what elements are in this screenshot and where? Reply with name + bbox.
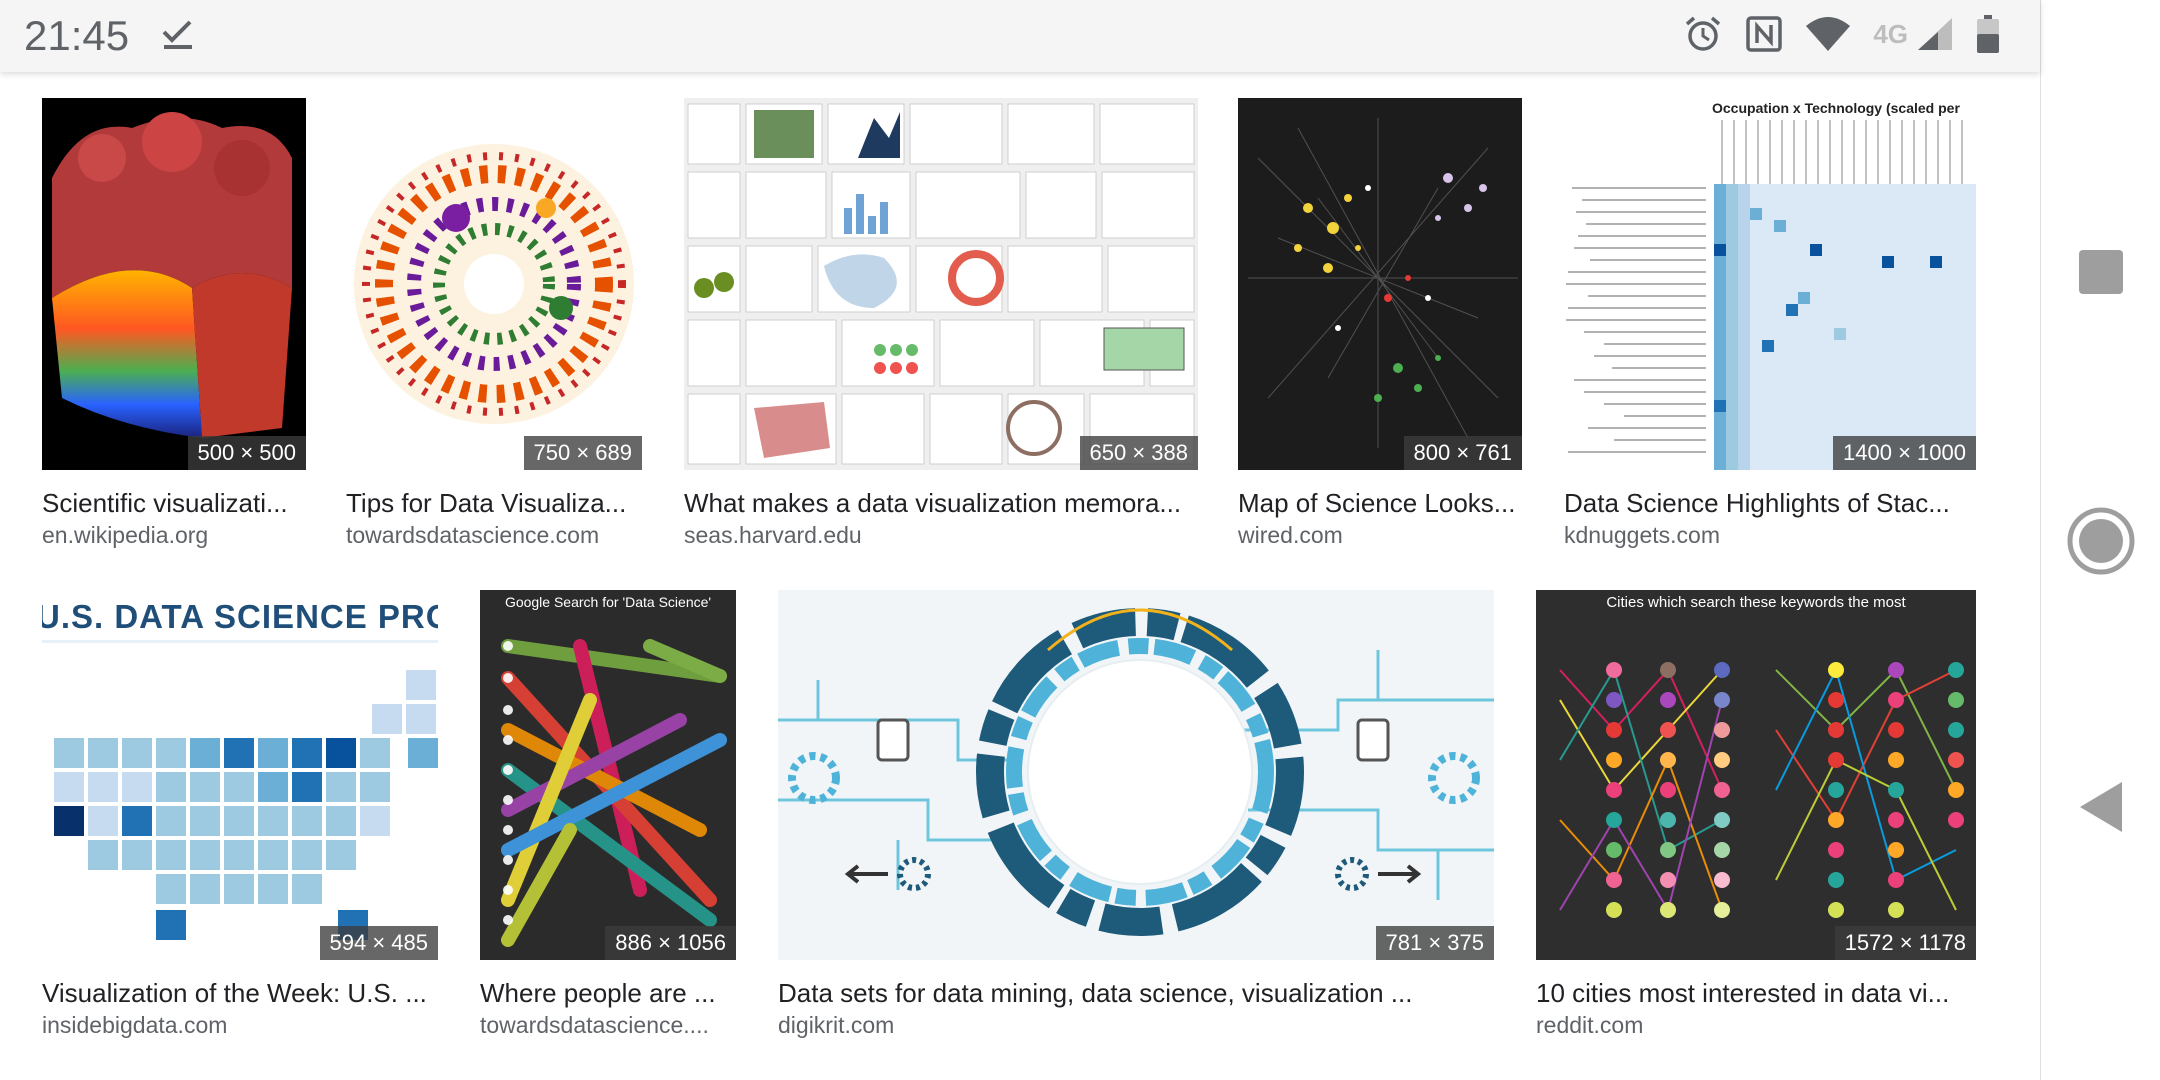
result-title[interactable]: Where people are ...: [480, 978, 716, 1008]
image-dimensions: 1572 × 1178: [1834, 926, 1976, 960]
result-thumbnail[interactable]: 750 × 689: [346, 98, 642, 470]
image-dimensions: 800 × 761: [1403, 436, 1522, 470]
result-thumbnail[interactable]: Occupation x Technology (scaled per: [1564, 98, 1976, 470]
result-thumbnail[interactable]: 500 × 500: [42, 98, 306, 470]
thumbnail-caption: Occupation x Technology (scaled per: [1712, 100, 1960, 116]
image-dimensions: 594 × 485: [319, 926, 438, 960]
wifi-icon: [1805, 16, 1851, 52]
navigation-bar: [2040, 0, 2160, 1080]
result-title[interactable]: Map of Science Looks...: [1238, 488, 1516, 518]
thumbnail-caption: Cities which search these keywords the m…: [1606, 594, 1906, 611]
thumbnail-caption: U.S. DATA SCIENCE PROGRAM: [42, 598, 438, 635]
network-type: 4G: [1873, 18, 1908, 49]
result-thumbnail[interactable]: 800 × 761: [1238, 98, 1522, 470]
check-icon: [160, 16, 194, 55]
thumbnail-image: [1566, 120, 1976, 470]
image-dimensions: 886 × 1056: [605, 926, 736, 960]
thumbnail-image: [778, 590, 1494, 960]
thumbnail-image: [501, 639, 727, 947]
result-title[interactable]: Visualization of the Week: U.S. ...: [42, 978, 427, 1008]
circle-icon: [2067, 507, 2135, 575]
result-source[interactable]: towardsdatascience.com: [346, 522, 600, 548]
thumbnail-image: [1238, 98, 1522, 470]
status-bar: 21:45 4G: [0, 0, 2040, 72]
nfc-icon: [1745, 15, 1783, 53]
result-title[interactable]: Tips for Data Visualiza...: [346, 488, 627, 518]
result-thumbnail[interactable]: Google Search for 'Data Science': [480, 590, 736, 960]
result-thumbnail[interactable]: Cities which search these keywords the m…: [1536, 590, 1976, 960]
thumbnail-image: [684, 98, 1198, 470]
thumbnail-image: [42, 640, 438, 940]
alarm-icon: [1683, 14, 1723, 54]
battery-icon: [1976, 14, 2000, 54]
recents-button[interactable]: [2041, 248, 2160, 296]
result-source[interactable]: kdnuggets.com: [1564, 522, 1720, 548]
status-time: 21:45: [24, 12, 130, 59]
result-source[interactable]: seas.harvard.edu: [684, 522, 862, 548]
result-title[interactable]: What makes a data visualization memora..…: [684, 488, 1182, 518]
image-dimensions: 500 × 500: [187, 436, 306, 470]
result-thumbnail[interactable]: 781 × 375: [778, 590, 1494, 960]
result-thumbnail[interactable]: U.S. DATA SCIENCE PROGRAM 594 × 485: [42, 590, 438, 960]
home-button[interactable]: [2041, 506, 2160, 576]
image-dimensions: 781 × 375: [1375, 926, 1494, 960]
result-thumbnail[interactable]: 650 × 388: [684, 98, 1198, 470]
image-dimensions: 650 × 388: [1079, 436, 1198, 470]
result-title[interactable]: 10 cities most interested in data vi...: [1536, 978, 1950, 1008]
result-source[interactable]: wired.com: [1238, 522, 1343, 548]
result-source[interactable]: en.wikipedia.org: [42, 522, 209, 548]
result-source[interactable]: towardsdatascience....: [480, 1012, 709, 1038]
result-source[interactable]: reddit.com: [1536, 1012, 1644, 1038]
thumbnail-image: [42, 98, 306, 470]
thumbnail-caption: Google Search for 'Data Science': [504, 594, 712, 610]
signal-icon: [1916, 16, 1954, 52]
back-button[interactable]: [2041, 780, 2160, 834]
result-title[interactable]: Scientific visualizati...: [42, 488, 288, 518]
image-dimensions: 1400 × 1000: [1833, 436, 1976, 470]
thumbnail-image: [1559, 662, 1964, 918]
square-icon: [2079, 250, 2123, 294]
result-source[interactable]: digikrit.com: [778, 1012, 895, 1038]
result-source[interactable]: insidebigdata.com: [42, 1012, 228, 1038]
result-title[interactable]: Data Science Highlights of Stac...: [1564, 488, 1950, 518]
image-dimensions: 750 × 689: [523, 436, 642, 470]
result-title[interactable]: Data sets for data mining, data science,…: [778, 978, 1413, 1008]
image-results-grid: 500 × 500 Scientific visualizati... en.w…: [0, 72, 2040, 1080]
triangle-icon: [2080, 782, 2122, 832]
thumbnail-image: [346, 98, 642, 470]
